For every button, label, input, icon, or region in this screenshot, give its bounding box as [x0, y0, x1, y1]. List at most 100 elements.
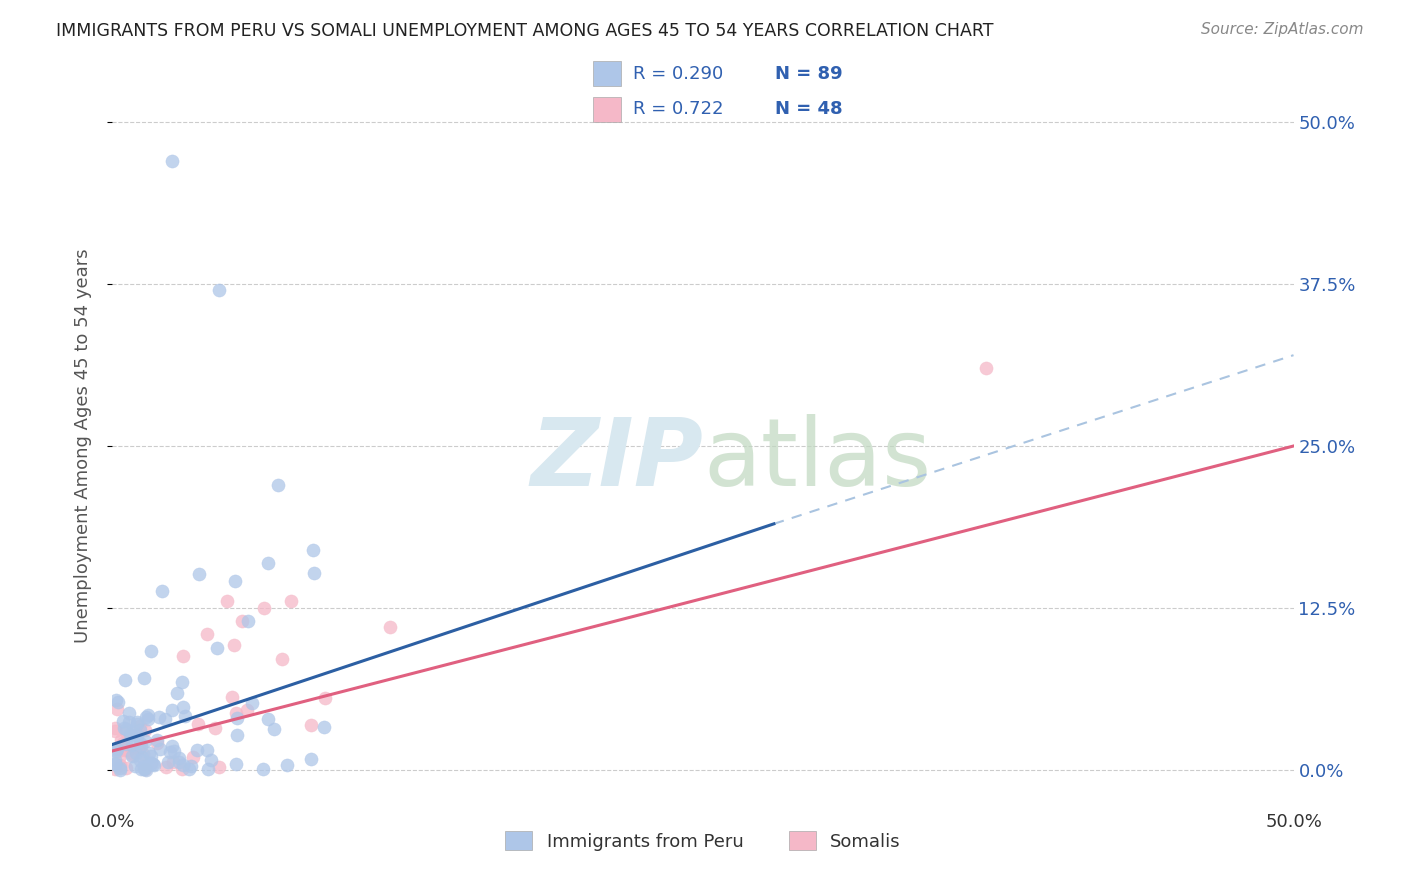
Point — [187, 717, 209, 731]
Point — [169, 750, 191, 764]
Point — [132, 762, 155, 776]
Point — [177, 762, 200, 776]
Point — [111, 740, 134, 755]
Point — [129, 736, 152, 750]
Point — [256, 556, 278, 570]
Point — [181, 749, 204, 764]
Point — [111, 736, 134, 750]
Point — [224, 574, 246, 588]
Point — [167, 755, 190, 769]
Point — [195, 743, 218, 757]
Point — [114, 761, 136, 775]
Point — [108, 761, 131, 775]
Point — [236, 614, 259, 628]
Point — [135, 763, 157, 777]
Text: IMMIGRANTS FROM PERU VS SOMALI UNEMPLOYMENT AMONG AGES 45 TO 54 YEARS CORRELATIO: IMMIGRANTS FROM PERU VS SOMALI UNEMPLOYM… — [56, 22, 994, 40]
Point — [110, 733, 132, 747]
Point — [270, 652, 292, 666]
Point — [149, 742, 172, 756]
Point — [132, 747, 155, 761]
Point — [104, 757, 127, 772]
Point — [117, 742, 139, 756]
Point — [115, 723, 138, 737]
Point — [150, 584, 173, 599]
Point — [121, 747, 143, 762]
Point — [139, 643, 162, 657]
Point — [121, 738, 143, 752]
Point — [136, 707, 159, 722]
Point — [129, 762, 152, 776]
Point — [263, 722, 285, 736]
Point — [153, 712, 176, 726]
Point — [135, 710, 157, 724]
Point — [276, 757, 298, 772]
Point — [226, 711, 249, 725]
Point — [302, 542, 325, 557]
Point — [117, 743, 139, 757]
Point — [105, 744, 128, 758]
FancyBboxPatch shape — [593, 62, 620, 87]
Point — [204, 721, 226, 735]
Text: R = 0.290: R = 0.290 — [633, 64, 723, 83]
Point — [157, 755, 180, 769]
Point — [128, 740, 150, 755]
Point — [207, 760, 229, 774]
Point — [115, 738, 138, 752]
Point — [142, 758, 165, 772]
Text: ZIP: ZIP — [530, 414, 703, 507]
Point — [132, 671, 155, 685]
Point — [280, 594, 302, 608]
Point — [155, 760, 177, 774]
Point — [186, 743, 208, 757]
Point — [142, 757, 165, 772]
Point — [380, 620, 402, 634]
Point — [105, 692, 128, 706]
Point — [118, 714, 141, 729]
Point — [299, 717, 322, 731]
Point — [125, 746, 148, 760]
Point — [160, 153, 183, 168]
Text: atlas: atlas — [703, 414, 931, 507]
Point — [252, 762, 274, 776]
Point — [976, 361, 998, 376]
Point — [134, 733, 156, 747]
Point — [197, 762, 219, 776]
Point — [222, 638, 245, 652]
Point — [134, 758, 156, 772]
Point — [111, 714, 134, 728]
Point — [253, 601, 276, 615]
Point — [225, 757, 247, 772]
Point — [110, 757, 132, 772]
Point — [187, 567, 209, 582]
Point — [138, 712, 160, 726]
Point — [257, 712, 280, 726]
Point — [127, 714, 149, 729]
Point — [108, 751, 131, 765]
Text: N = 89: N = 89 — [775, 64, 842, 83]
Point — [172, 758, 194, 772]
Point — [267, 478, 290, 492]
Point — [107, 702, 129, 716]
Point — [112, 721, 135, 735]
Point — [240, 696, 263, 710]
Point — [302, 566, 325, 580]
Point — [131, 749, 153, 764]
Point — [125, 717, 148, 731]
Point — [104, 762, 127, 776]
Point — [104, 753, 127, 767]
Point — [314, 691, 336, 706]
Point — [195, 627, 218, 641]
Legend: Immigrants from Peru, Somalis: Immigrants from Peru, Somalis — [498, 824, 908, 858]
Point — [129, 723, 152, 737]
Point — [205, 641, 228, 656]
Point — [166, 685, 188, 699]
Point — [134, 763, 156, 777]
Point — [134, 723, 156, 738]
Point — [299, 752, 322, 766]
Point — [114, 673, 136, 687]
Point — [172, 762, 194, 776]
Point — [145, 733, 167, 747]
Point — [129, 753, 152, 767]
Point — [120, 727, 142, 741]
Y-axis label: Unemployment Among Ages 45 to 54 years: Unemployment Among Ages 45 to 54 years — [73, 249, 91, 643]
